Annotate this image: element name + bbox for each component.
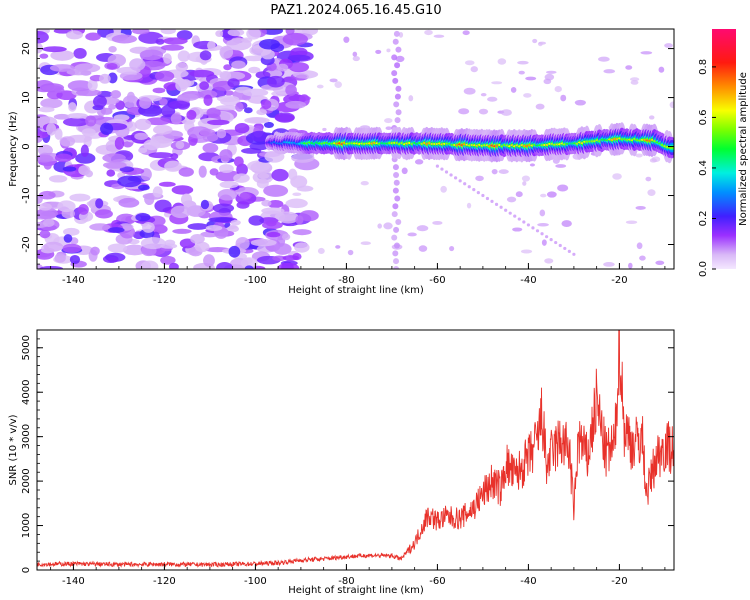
snr-frame [36, 329, 675, 571]
snr-series-line [37, 330, 674, 569]
x-tick-label: -60 [429, 576, 445, 587]
y-tick-label: -20 [21, 236, 32, 252]
spectrogram-x-label: Height of straight line (km) [288, 285, 424, 296]
x-tick-label: -40 [520, 275, 536, 286]
colorbar: 0.0 0.2 0.4 0.6 0.8 Normalized spectral ampl… [698, 29, 749, 277]
y-tick-label: 20 [21, 42, 32, 55]
x-tick-label: -120 [153, 576, 176, 587]
spectrogram-y-axis: -20 -10 0 10 20 [21, 38, 674, 265]
spectrogram-y-label: Frequency (Hz) [8, 111, 19, 187]
y-tick-label: 5000 [21, 335, 32, 360]
y-tick-label: 1000 [21, 513, 32, 538]
x-tick-label: -120 [153, 275, 176, 286]
spectrogram-frame [36, 28, 675, 270]
figure-title: PAZ1.2024.065.16.45.G10 [270, 3, 441, 18]
x-tick-label: -100 [244, 275, 267, 286]
colorbar-gradient [712, 29, 736, 269]
x-tick-label: -80 [338, 275, 354, 286]
y-tick-label: 0 [21, 567, 32, 573]
colorbar-tick-label: 0.8 [698, 59, 709, 75]
x-tick-label: -40 [520, 576, 536, 587]
colorbar-tick-label: 0.6 [698, 109, 709, 125]
y-tick-label: 4000 [21, 379, 32, 404]
snr-panel: -140 -120 -100 -80 -60 -40 -20 0 1000 2000 3000 40… [8, 329, 675, 596]
spectrogram-x-axis: -140 -120 -100 -80 -60 -40 -20 [50, 263, 666, 286]
colorbar-label: Normalized spectral amplitude [738, 72, 749, 226]
y-tick-label: 2000 [21, 468, 32, 493]
x-tick-label: -80 [338, 576, 354, 587]
colorbar-tick-label: 0.0 [698, 261, 709, 277]
snr-x-axis: -140 -120 -100 -80 -60 -40 -20 [50, 564, 666, 587]
x-tick-label: -140 [62, 576, 85, 587]
x-tick-label: -140 [62, 275, 85, 286]
colorbar-axis: 0.0 0.2 0.4 0.6 0.8 [698, 59, 716, 277]
spectrogram-image [37, 29, 674, 269]
snr-y-label: SNR (10 * v/v) [8, 414, 19, 485]
y-tick-label: 10 [21, 91, 32, 104]
colorbar-tick-label: 0.2 [698, 211, 709, 227]
x-tick-label: -20 [611, 576, 627, 587]
x-tick-label: -100 [244, 576, 267, 587]
x-tick-label: -20 [611, 275, 627, 286]
colorbar-tick-label: 0.4 [698, 160, 709, 176]
y-tick-label: 0 [21, 143, 32, 149]
y-tick-label: 3000 [21, 424, 32, 449]
snr-x-label: Height of straight line (km) [288, 585, 424, 596]
snr-y-axis: 0 1000 2000 3000 4000 5000 [21, 329, 674, 573]
y-tick-label: -10 [21, 187, 32, 203]
x-tick-label: -60 [429, 275, 445, 286]
